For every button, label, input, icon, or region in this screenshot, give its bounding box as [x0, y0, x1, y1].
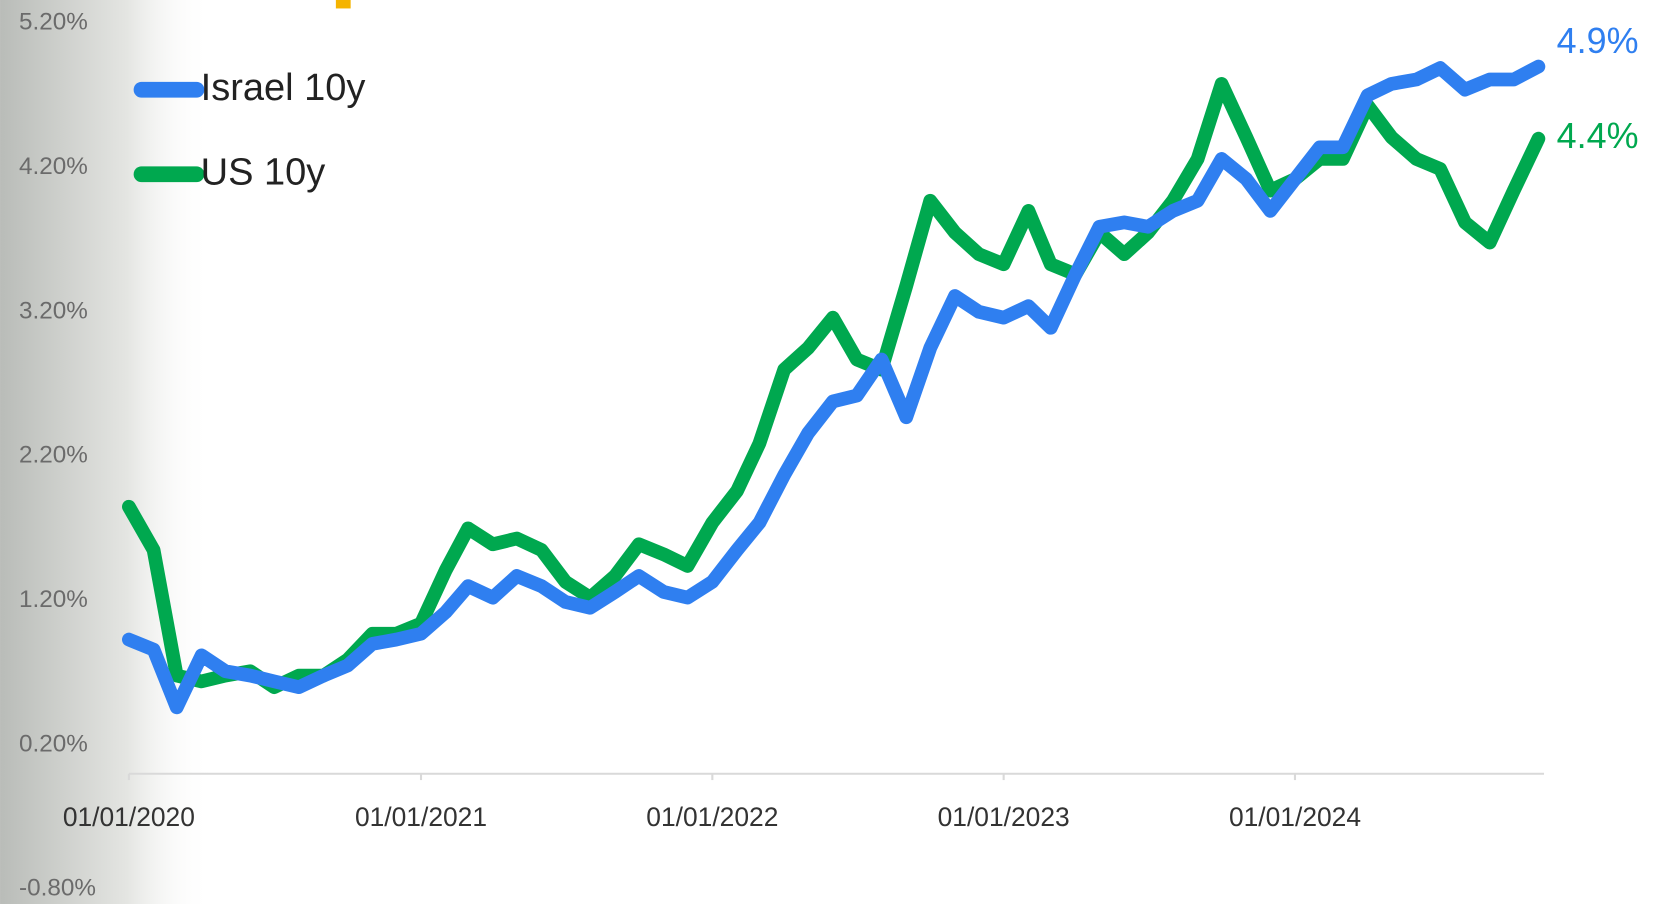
y-tick-label: 5.20% — [19, 9, 88, 36]
y-tick-label: 0.20% — [19, 730, 88, 757]
y-tick-label: 4.20% — [19, 153, 88, 180]
y-tick-label: 2.20% — [19, 442, 88, 469]
y-tick-label: 1.20% — [19, 586, 88, 613]
logo-fragment — [336, 0, 351, 8]
end-label: 4.4% — [1557, 116, 1639, 156]
x-tick-label: 01/01/2020 — [63, 802, 195, 832]
series-line — [129, 84, 1539, 687]
x-tick-label: 01/01/2023 — [938, 802, 1070, 832]
legend-label: US 10y — [201, 151, 326, 193]
x-tick-label: 01/01/2022 — [646, 802, 778, 832]
x-tick-label: 01/01/2024 — [1229, 802, 1361, 832]
chart: -0.80% 0.20% 1.20% 2.20% 3.20% 4.20% 5.20% 01/0… — [0, 0, 1656, 904]
page: {"chart_data": {"type": "line", "x": ["2… — [0, 0, 1656, 904]
end-label: 4.9% — [1557, 21, 1639, 61]
y-tick-label: -0.80% — [19, 875, 96, 902]
x-tick-label: 01/01/2021 — [355, 802, 487, 832]
y-tick-label: 3.20% — [19, 297, 88, 324]
legend-label: Israel 10y — [201, 67, 366, 109]
